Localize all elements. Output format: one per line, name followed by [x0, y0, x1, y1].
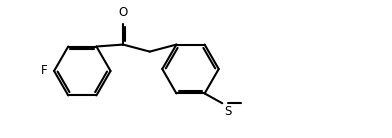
Text: F: F	[40, 64, 47, 77]
Text: O: O	[118, 6, 128, 19]
Text: S: S	[224, 105, 231, 118]
